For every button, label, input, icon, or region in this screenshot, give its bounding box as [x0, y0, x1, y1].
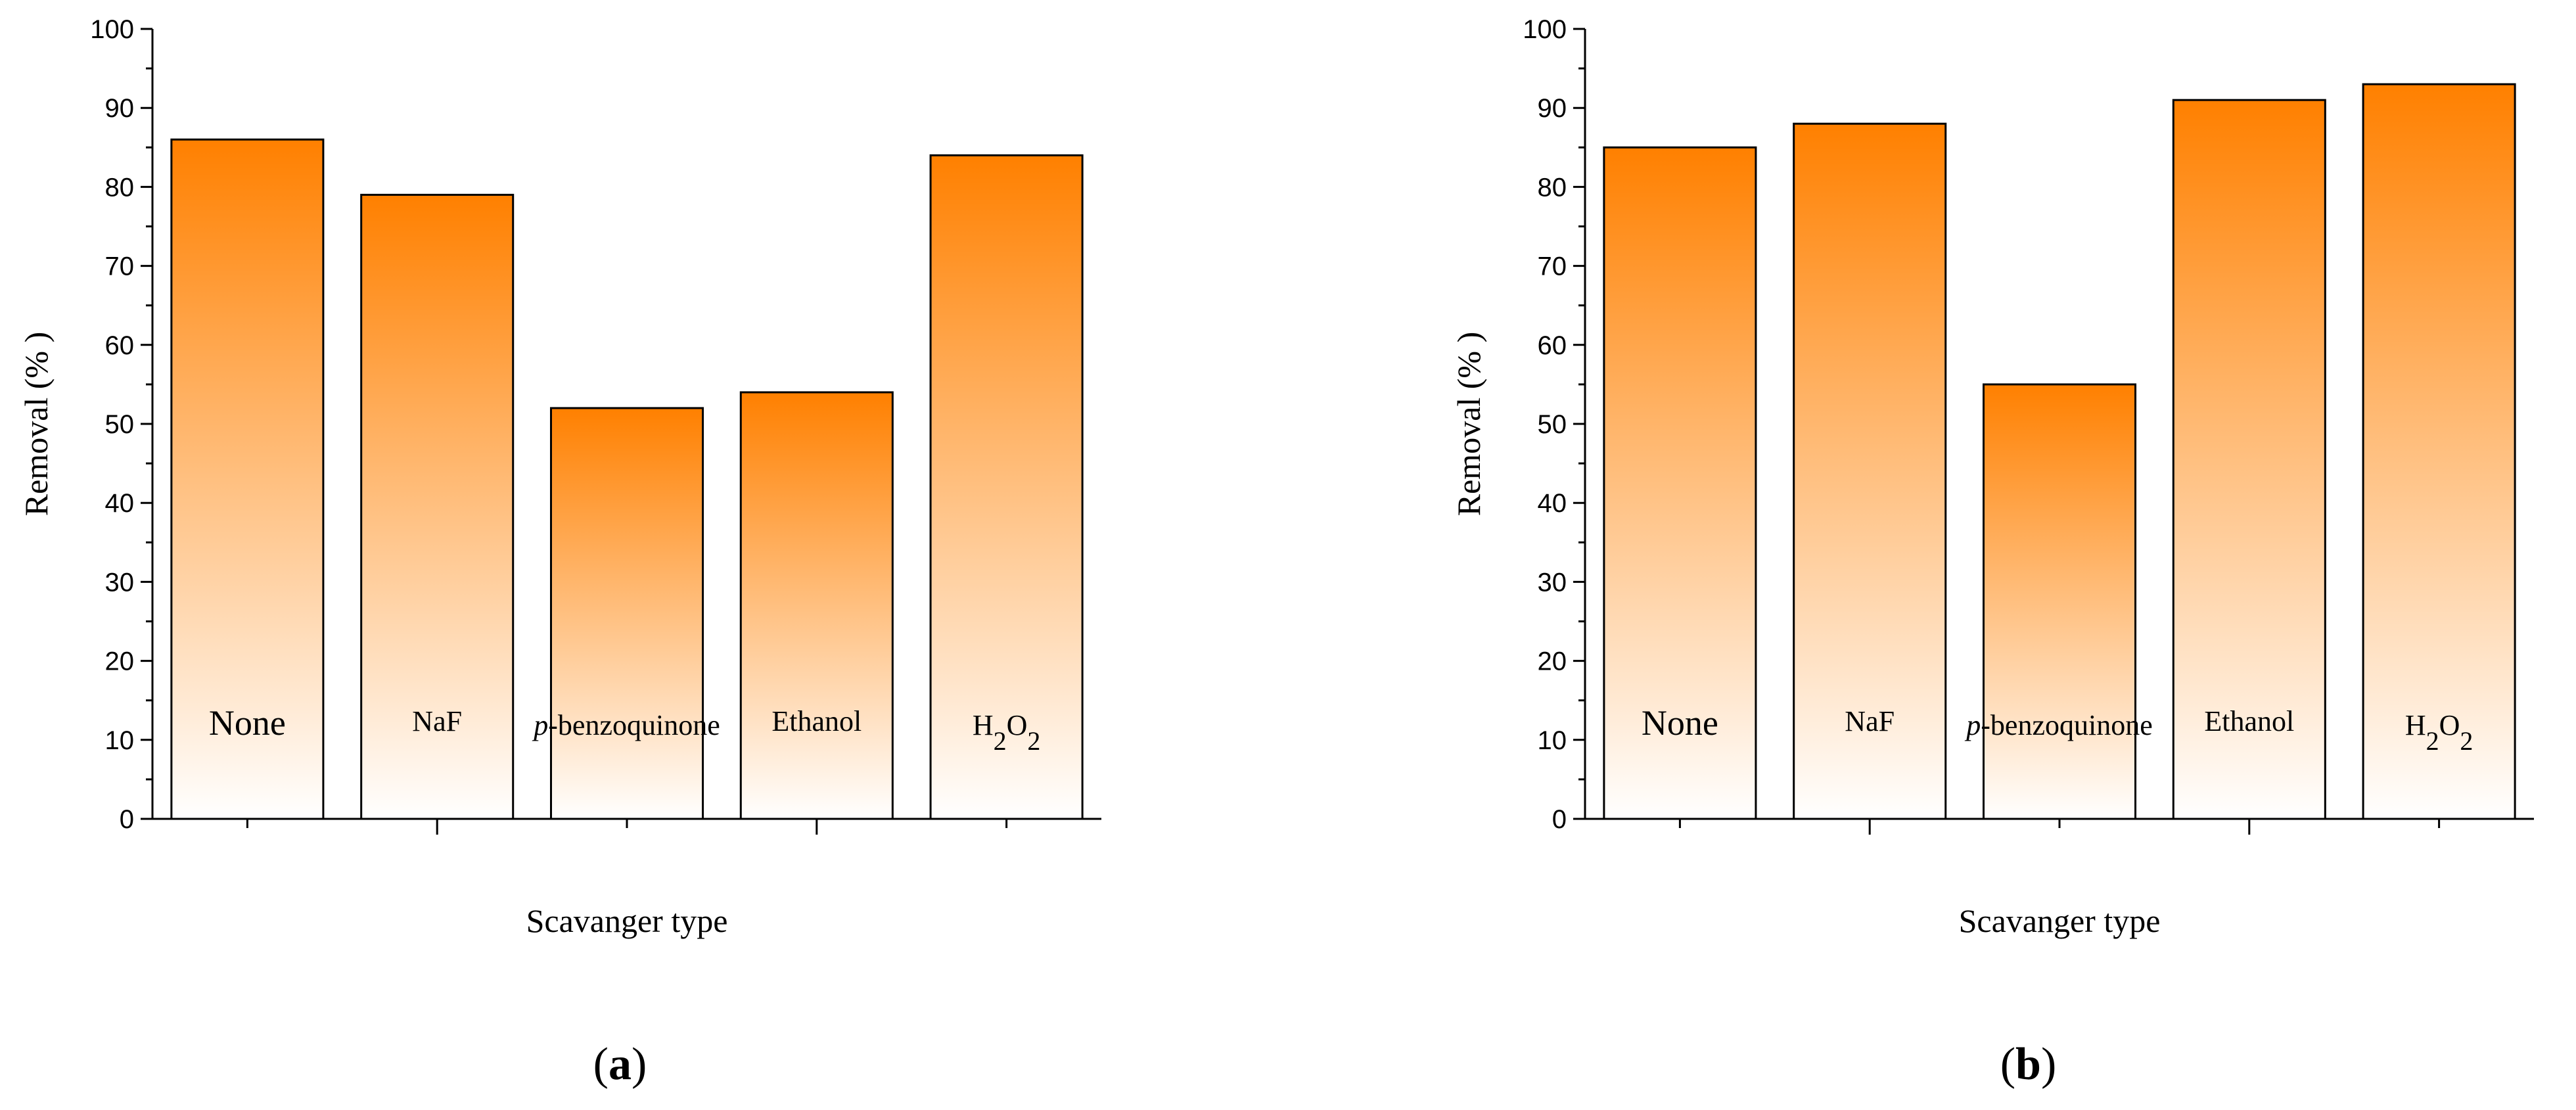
category-label: NaF	[1845, 705, 1895, 737]
bar	[739, 391, 894, 820]
y-tick-label: 80	[1538, 173, 1567, 202]
bar	[360, 193, 515, 820]
panel-label: (b)	[2000, 1039, 2057, 1090]
category-label: H2O2	[2405, 709, 2473, 756]
category-label: None	[1642, 703, 1718, 743]
y-tick-label: 50	[1538, 410, 1567, 439]
bar	[1603, 146, 1757, 820]
bar	[929, 154, 1084, 820]
y-tick-label: 90	[105, 94, 135, 123]
y-tick-label: 90	[1538, 94, 1567, 123]
y-tick-label: 60	[105, 331, 135, 360]
x-axis-title: Scavanger type	[1959, 902, 2161, 939]
category-label: None	[209, 703, 286, 743]
bar	[1793, 122, 1947, 820]
category-label: H2O2	[973, 709, 1041, 756]
y-tick-label: 40	[1538, 489, 1567, 518]
y-tick-label: 70	[1538, 252, 1567, 281]
category-label: p-benzoquinone	[1964, 709, 2152, 741]
y-tick-label: 0	[120, 805, 134, 834]
y-tick-label: 60	[1538, 331, 1567, 360]
y-tick-label: 100	[90, 15, 134, 44]
category-label: Ethanol	[771, 705, 862, 737]
bar	[2362, 83, 2516, 820]
y-tick-label: 50	[105, 410, 135, 439]
y-tick-label: 30	[1538, 568, 1567, 597]
y-tick-label: 20	[1538, 647, 1567, 676]
y-axis-title: Removal (% )	[18, 332, 55, 516]
panel-label: (a)	[593, 1039, 647, 1090]
y-tick-label: 20	[105, 647, 135, 676]
y-tick-label: 10	[105, 726, 135, 755]
y-axis-title: Removal (% )	[1450, 332, 1487, 516]
x-axis-title: Scavanger type	[526, 902, 728, 939]
bar	[2172, 99, 2326, 820]
y-tick-label: 70	[105, 252, 135, 281]
y-tick-label: 40	[105, 489, 135, 518]
bar	[170, 138, 325, 820]
y-tick-label: 100	[1523, 15, 1567, 44]
bar	[549, 407, 704, 820]
y-tick-label: 80	[105, 173, 135, 202]
y-tick-label: 0	[1552, 805, 1567, 834]
category-label: NaF	[412, 705, 462, 737]
category-label: Ethanol	[2204, 705, 2294, 737]
y-tick-label: 10	[1538, 726, 1567, 755]
bar	[1982, 383, 2137, 820]
y-tick-label: 30	[105, 568, 135, 597]
category-label: p-benzoquinone	[532, 709, 720, 741]
